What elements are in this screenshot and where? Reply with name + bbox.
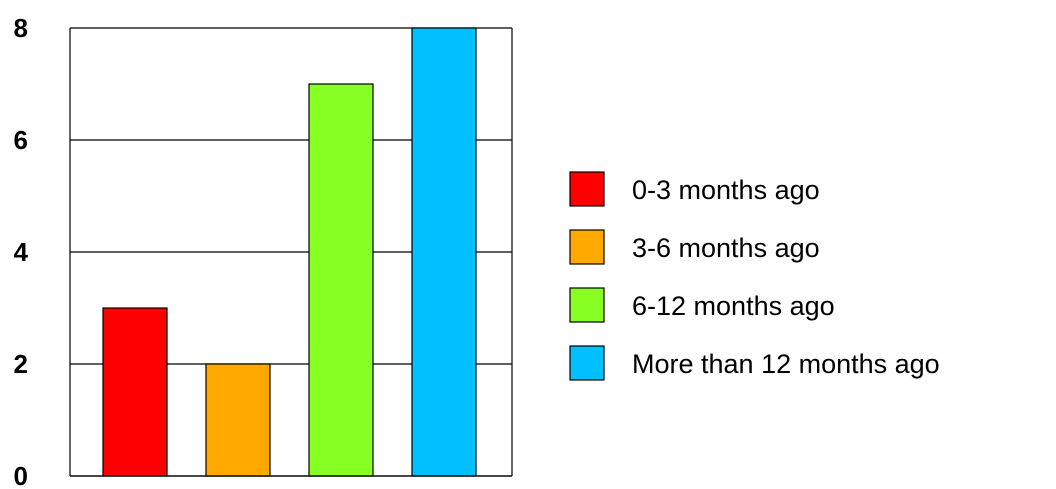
bar <box>205 363 271 477</box>
y-tick-label: 6 <box>14 125 28 155</box>
legend-swatch <box>569 345 605 381</box>
bar <box>308 83 374 477</box>
legend-swatch <box>569 287 605 323</box>
bar <box>411 27 477 477</box>
y-axis-ticks: 0 2 4 6 8 <box>14 13 29 489</box>
plot-frame <box>69 28 513 477</box>
bars <box>102 27 477 477</box>
legend-swatch <box>569 171 605 207</box>
bar <box>102 307 168 477</box>
y-tick-label: 4 <box>14 237 29 267</box>
legend-label: More than 12 months ago <box>632 349 940 379</box>
legend-label: 3-6 months ago <box>632 233 820 263</box>
legend: 0-3 months ago 3-6 months ago 6-12 months … <box>569 171 940 381</box>
y-tick-label: 0 <box>14 461 28 489</box>
legend-label: 0-3 months ago <box>632 175 820 205</box>
legend-swatch <box>569 229 605 265</box>
y-tick-label: 8 <box>14 13 28 43</box>
legend-label: 6-12 months ago <box>632 291 835 321</box>
y-tick-label: 2 <box>14 349 28 379</box>
